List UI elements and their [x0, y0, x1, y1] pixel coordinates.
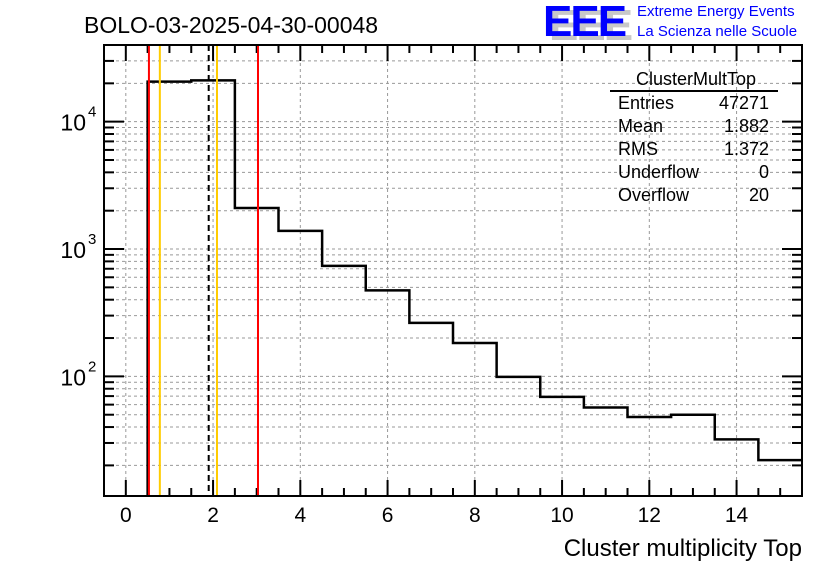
stats-label: Underflow [618, 162, 700, 182]
stats-row-rms: RMS 1.372 [610, 138, 778, 161]
x-tick-label: 0 [120, 504, 132, 527]
histogram-bin [584, 407, 628, 496]
logo-line2: La Scienza nelle Scuole [637, 23, 798, 40]
x-tick-label: 6 [382, 504, 394, 527]
stats-row-mean: Mean 1.882 [610, 115, 778, 138]
x-tick-label: 2 [207, 504, 219, 527]
histogram-bin [671, 415, 715, 496]
stats-value: 0 [758, 162, 769, 182]
y-tick-label: 10 [60, 110, 86, 136]
stats-value: 1.372 [723, 139, 769, 159]
plot-frame [103, 44, 803, 497]
stats-label: Overflow [618, 185, 690, 205]
y-tick-exponent: 4 [88, 104, 96, 121]
histogram-bin [628, 417, 672, 496]
stats-value: 1.882 [723, 116, 769, 136]
histogram-bin [453, 343, 497, 496]
x-axis-label: Cluster multiplicity Top [563, 535, 802, 562]
stats-value: 47271 [718, 93, 769, 113]
stats-row-underflow: Underflow 0 [610, 161, 778, 184]
histogram-bin [235, 208, 279, 496]
histogram-bin [322, 266, 366, 496]
logo-line1: Extreme Energy Events [637, 3, 795, 20]
histogram-bin [715, 439, 759, 496]
x-tick-label: 10 [550, 504, 573, 527]
x-tick-label: 8 [469, 504, 481, 527]
histogram-bin [758, 460, 802, 496]
histogram-bin [148, 82, 192, 496]
stats-row-overflow: Overflow 20 [610, 184, 778, 207]
histogram-bin [191, 80, 235, 496]
histogram-bin [540, 397, 584, 496]
x-tick-label: 12 [638, 504, 661, 527]
y-tick-exponent: 3 [88, 231, 96, 248]
stats-value: 20 [748, 185, 769, 205]
stats-box: ClusterMultTop Entries 47271 Mean 1.882 RM… [610, 68, 778, 207]
logo-text: Extreme Energy Events La Scienza nelle S… [637, 2, 797, 42]
eee-logo: EEE [543, 0, 635, 46]
stats-label: RMS [618, 139, 658, 159]
logo-letters: EEE [543, 0, 627, 46]
histogram-bin [409, 323, 453, 496]
stats-label: Entries [618, 93, 675, 113]
y-tick-exponent: 2 [88, 358, 96, 375]
stats-title: ClusterMultTop [610, 68, 778, 92]
histogram-bin [497, 377, 541, 496]
histogram-bin [279, 231, 323, 496]
y-tick-label: 10 [60, 364, 86, 390]
histogram-bin [366, 290, 410, 496]
stats-label: Mean [618, 116, 664, 136]
x-tick-label: 4 [294, 504, 306, 527]
chart-title: BOLO-03-2025-04-30-00048 [84, 12, 379, 38]
histogram-line [146, 79, 802, 496]
y-tick-label: 10 [60, 237, 86, 263]
stats-row-entries: Entries 47271 [610, 92, 778, 115]
x-tick-label: 14 [725, 504, 749, 527]
